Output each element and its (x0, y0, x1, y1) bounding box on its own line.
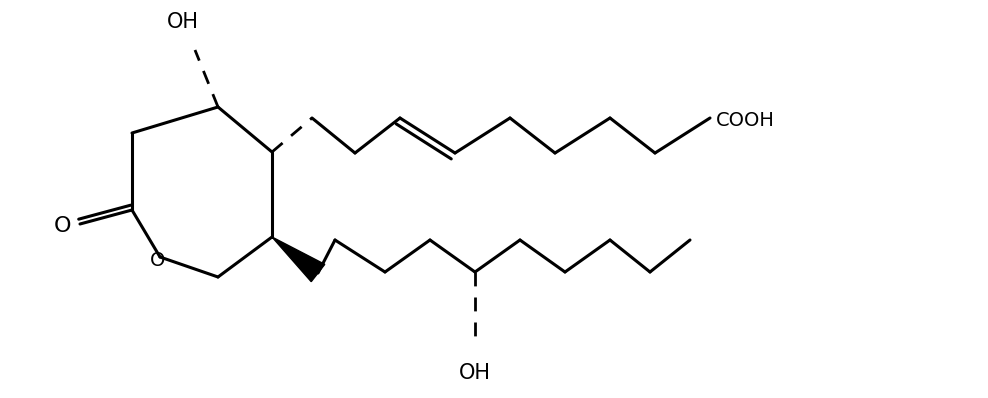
Text: O: O (53, 216, 71, 236)
Polygon shape (272, 237, 325, 282)
Text: OH: OH (459, 363, 491, 383)
Text: COOH: COOH (716, 111, 775, 131)
Text: OH: OH (167, 12, 199, 32)
Text: O: O (150, 252, 166, 271)
